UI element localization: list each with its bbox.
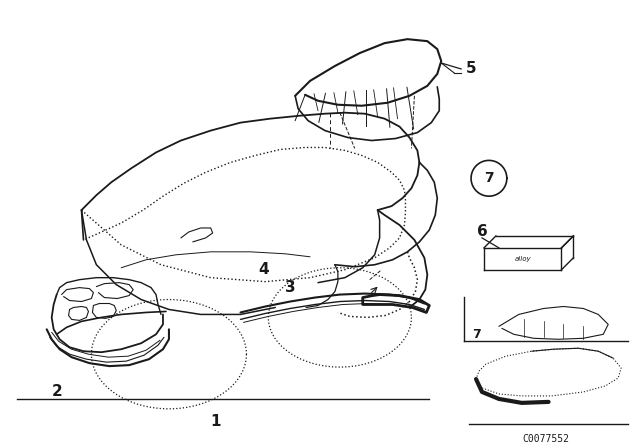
Text: 5: 5 [466,61,477,77]
Text: 2: 2 [51,384,62,399]
Text: 7: 7 [472,328,481,341]
Text: 4: 4 [259,262,269,277]
Text: 7: 7 [484,171,493,185]
Text: C0077552: C0077552 [522,434,569,444]
Text: alloy: alloy [515,256,531,262]
Text: 6: 6 [477,224,488,239]
Text: 3: 3 [285,280,296,295]
Text: 1: 1 [211,414,221,429]
